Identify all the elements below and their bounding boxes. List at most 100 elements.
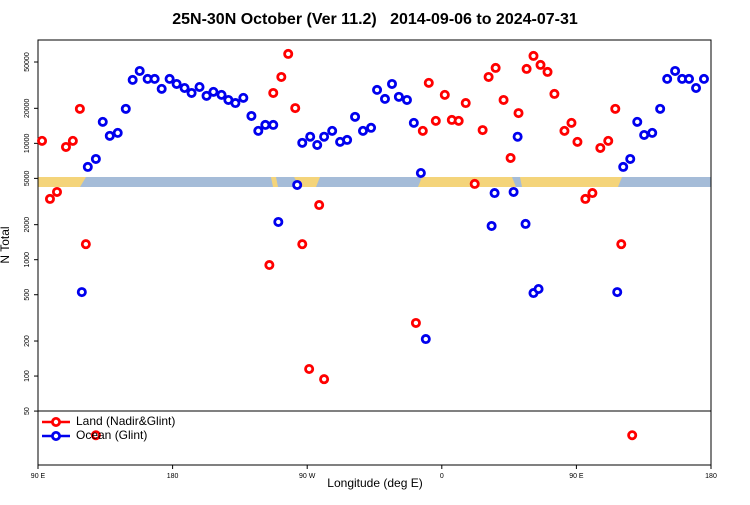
y-tick-label: 50000: [24, 52, 31, 72]
point: [342, 134, 353, 145]
point: [164, 73, 175, 84]
point: [393, 91, 404, 102]
point: [304, 363, 315, 374]
point: [627, 430, 638, 441]
land-band: [38, 177, 86, 187]
point: [230, 98, 241, 109]
point: [430, 115, 441, 126]
legend-label: Ocean (Glint): [76, 428, 147, 442]
x-tick-label: 90 E: [31, 473, 46, 480]
x-tick-label: 180: [705, 473, 717, 480]
point: [508, 186, 519, 197]
point: [616, 239, 627, 250]
point: [297, 137, 308, 148]
point: [97, 116, 108, 127]
point: [533, 283, 544, 294]
point: [201, 90, 212, 101]
point: [314, 200, 325, 211]
y-tick-label: 100: [24, 370, 31, 382]
point: [410, 317, 421, 328]
point: [489, 188, 500, 199]
point: [520, 218, 531, 229]
point: [417, 125, 428, 136]
point: [76, 287, 87, 298]
y-tick-label: 5000: [24, 170, 31, 186]
point: [580, 193, 591, 204]
point: [453, 115, 464, 126]
point: [401, 94, 412, 105]
point: [655, 103, 666, 114]
point: [297, 239, 308, 250]
point: [684, 73, 695, 84]
point: [698, 73, 709, 84]
point: [639, 129, 650, 140]
point: [90, 153, 101, 164]
point: [149, 73, 160, 84]
land-strip: [38, 177, 711, 187]
point: [268, 87, 279, 98]
point: [350, 111, 361, 122]
point: [572, 136, 583, 147]
point: [549, 88, 560, 99]
point: [490, 62, 501, 73]
point: [670, 65, 681, 76]
land-band: [271, 177, 278, 187]
point: [610, 103, 621, 114]
point: [216, 89, 227, 100]
land-band: [520, 177, 622, 187]
point: [469, 178, 480, 189]
legend-marker: [51, 416, 62, 427]
point: [292, 179, 303, 190]
point: [632, 116, 643, 127]
point: [312, 139, 323, 150]
point: [566, 117, 577, 128]
point: [305, 131, 316, 142]
point: [542, 66, 553, 77]
point: [691, 82, 702, 93]
x-tick-label: 90 E: [569, 473, 584, 480]
point: [264, 260, 275, 271]
point: [246, 110, 257, 121]
x-axis-label: Longitude (deg E): [327, 476, 422, 490]
point: [208, 86, 219, 97]
point: [357, 125, 368, 136]
chart-title: 25N-30N October (Ver 11.2) 2014-09-06 to…: [172, 11, 578, 28]
point: [194, 81, 205, 92]
point: [386, 78, 397, 89]
y-tick-label: 500: [24, 289, 31, 301]
point: [477, 125, 488, 136]
y-tick-label: 1000: [24, 252, 31, 268]
point: [90, 430, 101, 441]
y-tick-label: 20000: [24, 98, 31, 118]
point: [319, 374, 330, 385]
y-tick-label: 2000: [24, 217, 31, 233]
point: [253, 125, 264, 136]
point: [112, 127, 123, 138]
point: [127, 74, 138, 85]
point: [513, 108, 524, 119]
x-tick-label: 0: [440, 473, 444, 480]
point: [366, 122, 377, 133]
point: [486, 220, 497, 231]
point: [238, 92, 249, 103]
point: [483, 71, 494, 82]
point: [156, 83, 167, 94]
point: [120, 103, 131, 114]
point: [268, 119, 279, 130]
point: [612, 287, 623, 298]
legend-label: Land (Nadir&Glint): [76, 414, 175, 428]
point: [44, 193, 55, 204]
ocean-band: [38, 177, 711, 187]
point: [647, 127, 658, 138]
point: [521, 63, 532, 74]
point: [319, 131, 330, 142]
point: [51, 186, 62, 197]
point: [276, 71, 287, 82]
point: [618, 161, 629, 172]
point: [505, 152, 516, 163]
x-tick-label: 180: [167, 473, 179, 480]
point: [625, 153, 636, 164]
y-axis-label: N Total: [0, 226, 12, 263]
point: [460, 98, 471, 109]
